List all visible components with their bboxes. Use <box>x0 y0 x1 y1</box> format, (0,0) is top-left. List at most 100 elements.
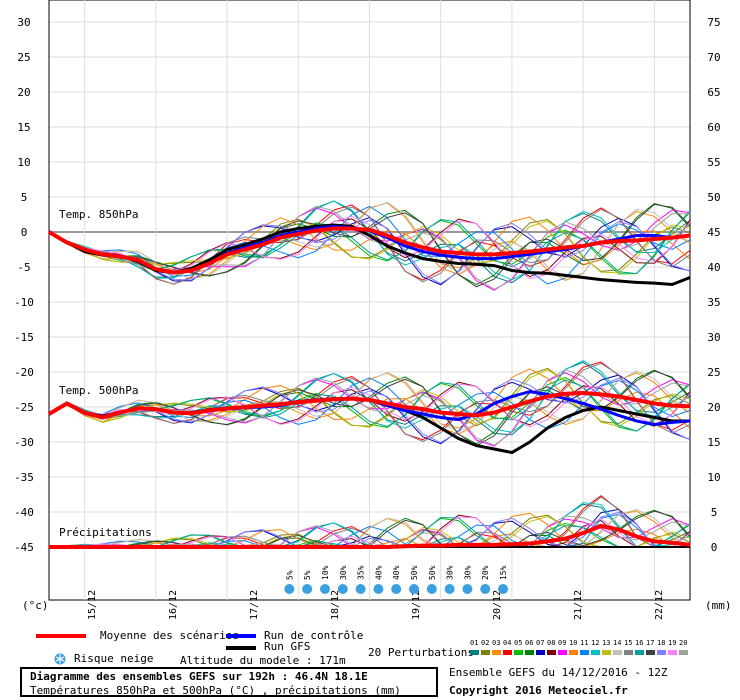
right-tick-label: 45 <box>707 226 720 239</box>
left-tick-label: 20 <box>17 86 30 99</box>
perturbation-line <box>48 220 691 274</box>
snow-risk-value: 10% <box>321 565 330 580</box>
perturbation-id: 04 <box>503 639 512 647</box>
left-tick-label: -25 <box>14 401 34 414</box>
left-tick-label: 25 <box>17 51 30 64</box>
perturbation-id: 02 <box>481 639 490 647</box>
left-tick-label: 15 <box>17 121 30 134</box>
date-axis-labels: 15/12 16/12 17/12 18/12 19/12 20/12 21/12 22/12 <box>87 590 665 620</box>
perturbation-lines <box>48 200 691 548</box>
left-tick-label: 30 <box>17 16 30 29</box>
right-tick-label: 50 <box>707 191 720 204</box>
right-tick-label: 10 <box>707 471 720 484</box>
left-tick-label: -15 <box>14 331 34 344</box>
perturbation-id: 05 <box>514 639 523 647</box>
date-tick-label: 15/12 <box>87 590 98 620</box>
snowflake-icon <box>54 653 66 665</box>
date-tick-label: 16/12 <box>168 590 179 620</box>
perturbation-id: 03 <box>492 639 501 647</box>
snow-risk-value: 40% <box>392 565 401 580</box>
perturbation-swatch <box>492 650 501 655</box>
altitude-label: Altitude du modele : 171m <box>180 654 346 667</box>
perturbation-line <box>48 362 691 443</box>
date-tick-label: 20/12 <box>492 590 503 620</box>
panel-label-t500: Temp. 500hPa <box>59 384 138 397</box>
chart-title: Diagramme des ensembles GEFS sur 192h : … <box>30 670 368 683</box>
t850-mean-line <box>47 226 691 275</box>
date-tick-label: 17/12 <box>249 590 260 620</box>
precip-mean-line <box>49 523 691 549</box>
left-tick-label: -5 <box>17 261 30 274</box>
perturbation-id: 06 <box>525 639 534 647</box>
perturbation-line <box>48 201 691 280</box>
perturbation-id: 07 <box>536 639 545 647</box>
panel-label-precip: Précipitations <box>59 526 152 539</box>
perturbation-line <box>48 383 691 428</box>
perturbation-swatch <box>602 650 611 655</box>
perturbation-swatch <box>580 650 589 655</box>
t500-mean-line <box>47 390 691 420</box>
snow-risk-icon <box>391 584 402 594</box>
snow-risk-icon <box>373 584 384 594</box>
gfs-swatch <box>226 646 256 650</box>
snow-risk-value: 40% <box>374 565 383 580</box>
snow-risk-value: 20% <box>481 565 490 580</box>
date-tick-label: 19/12 <box>411 590 422 620</box>
snow-risk-icon <box>498 584 509 594</box>
perturbation-swatch <box>481 650 490 655</box>
right-tick-label: 15 <box>707 436 720 449</box>
right-tick-label: 5 <box>711 506 718 519</box>
right-tick-label: 75 <box>707 16 720 29</box>
perturbation-swatch <box>635 650 644 655</box>
snow-risk-value: 30% <box>446 565 455 580</box>
left-tick-label: -35 <box>14 471 34 484</box>
perturbation-id: 19 <box>668 639 677 647</box>
perturbation-swatch <box>558 650 567 655</box>
perturbation-swatch <box>569 650 578 655</box>
perturbation-swatch <box>657 650 666 655</box>
snow-risk-value: 50% <box>410 565 419 580</box>
perturbation-id: 20 <box>679 639 688 647</box>
snow-risk-value: 5% <box>285 570 294 580</box>
mean-swatch <box>36 634 86 638</box>
copyright-label: Copyright 2016 Meteociel.fr <box>449 684 628 697</box>
right-tick-label: 0 <box>711 541 718 554</box>
perturbation-swatch <box>536 650 545 655</box>
perturbations-label: 20 Perturbations <box>368 646 474 659</box>
perturbation-swatch <box>624 650 633 655</box>
snow-risk-value: 5% <box>303 570 312 580</box>
ensemble-run-label: Ensemble GEFS du 14/12/2016 - 12Z <box>449 666 668 679</box>
date-tick-label: 22/12 <box>654 590 665 620</box>
chart-grid <box>48 0 691 601</box>
perturbation-swatch <box>679 650 688 655</box>
right-tick-label: 60 <box>707 121 720 134</box>
date-tick-label: 18/12 <box>330 590 341 620</box>
left-tick-label: -20 <box>14 366 34 379</box>
perturbation-id: 16 <box>635 639 644 647</box>
perturbation-id: 09 <box>558 639 567 647</box>
perturbation-swatch <box>525 650 534 655</box>
right-tick-label: 55 <box>707 156 720 169</box>
perturbation-id: 12 <box>591 639 600 647</box>
snow-risk-icon <box>444 584 455 594</box>
right-tick-label: 65 <box>707 86 720 99</box>
left-tick-label: 5 <box>21 191 28 204</box>
snow-risk-value: 30% <box>339 565 348 580</box>
snow-risk-value: 35% <box>357 565 366 580</box>
perturbation-swatch <box>613 650 622 655</box>
perturbation-id: 10 <box>569 639 578 647</box>
snow-risk-icon <box>284 584 295 594</box>
left-tick-label: 0 <box>21 226 28 239</box>
snow-risk-value: 50% <box>428 565 437 580</box>
perturbation-swatch <box>646 650 655 655</box>
snow-risk-row: 5% 5% 10% 30% 35% 40% 40% 50% 50% 30% 30% 20% 15% <box>284 565 509 594</box>
main-series-lines <box>47 223 691 549</box>
perturbation-id: 15 <box>624 639 633 647</box>
right-axis-unit: (mm) <box>705 599 732 612</box>
perturbation-id: 17 <box>646 639 655 647</box>
mean-legend-label: Moyenne des scénarios <box>100 629 240 642</box>
control-swatch <box>226 634 256 638</box>
snow-risk-icon <box>302 584 313 594</box>
